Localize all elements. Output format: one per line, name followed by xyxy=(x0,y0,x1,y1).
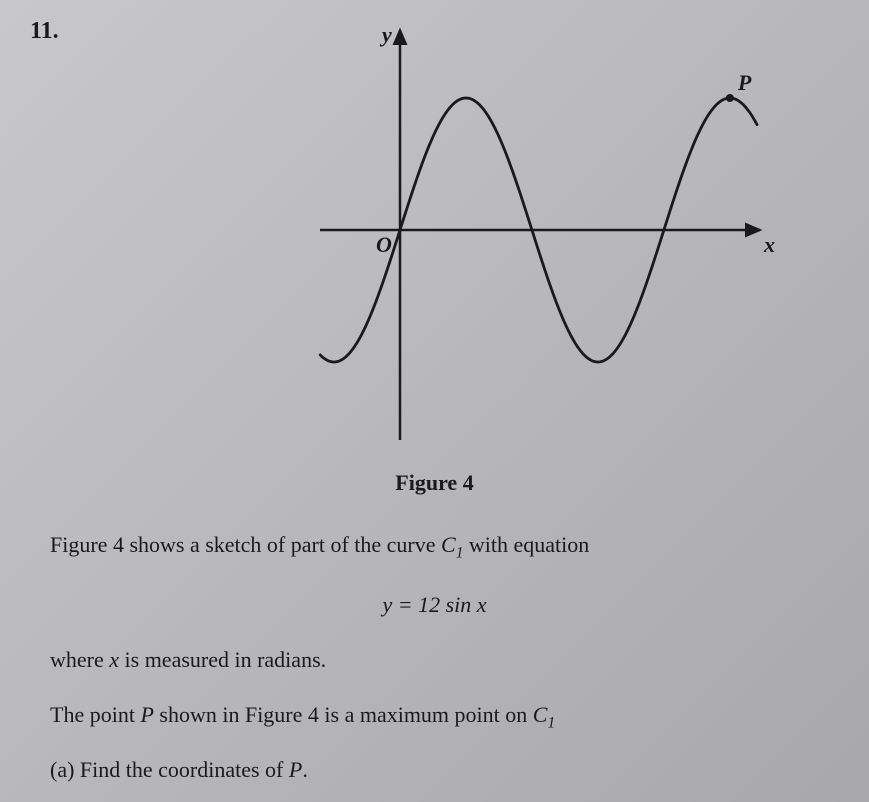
svg-text:y: y xyxy=(379,22,392,47)
where-text: where xyxy=(50,647,109,672)
equation-text: y = 12 sin x xyxy=(382,592,486,617)
question-number: 11. xyxy=(30,18,59,45)
c-letter: C xyxy=(441,532,456,557)
text-fragment: is measured in radians. xyxy=(119,647,326,672)
c-letter: C xyxy=(533,702,548,727)
prompt-line-2: where x is measured in radians. xyxy=(50,645,819,676)
chart-svg: y x O P xyxy=(260,20,780,460)
p-symbol: P xyxy=(140,702,153,727)
curve-symbol: C1 xyxy=(533,702,555,727)
svg-text:O: O xyxy=(376,232,392,257)
text-fragment: Figure 4 shows a sketch of part of the c… xyxy=(50,532,441,557)
prompt-line-1: Figure 4 shows a sketch of part of the c… xyxy=(50,530,819,564)
period: . xyxy=(302,757,308,782)
svg-text:P: P xyxy=(737,70,752,95)
curve-symbol: C1 xyxy=(441,532,463,557)
x-var: x xyxy=(109,647,119,672)
svg-text:x: x xyxy=(763,232,775,257)
c-subscript: 1 xyxy=(547,714,555,731)
figure-caption: Figure 4 xyxy=(0,470,869,496)
prompt-line-3: The point P shown in Figure 4 is a maxim… xyxy=(50,700,819,734)
p-symbol: P xyxy=(289,757,302,782)
text-fragment: with equation xyxy=(463,532,589,557)
equation: y = 12 sin x xyxy=(50,590,819,621)
part-a-text: (a) Find the coordinates of xyxy=(50,757,289,782)
text-fragment: The point xyxy=(50,702,140,727)
text-fragment: shown in Figure 4 is a maximum point on xyxy=(154,702,533,727)
part-a: (a) Find the coordinates of P. xyxy=(50,755,819,786)
sine-chart: y x O P xyxy=(260,20,780,460)
